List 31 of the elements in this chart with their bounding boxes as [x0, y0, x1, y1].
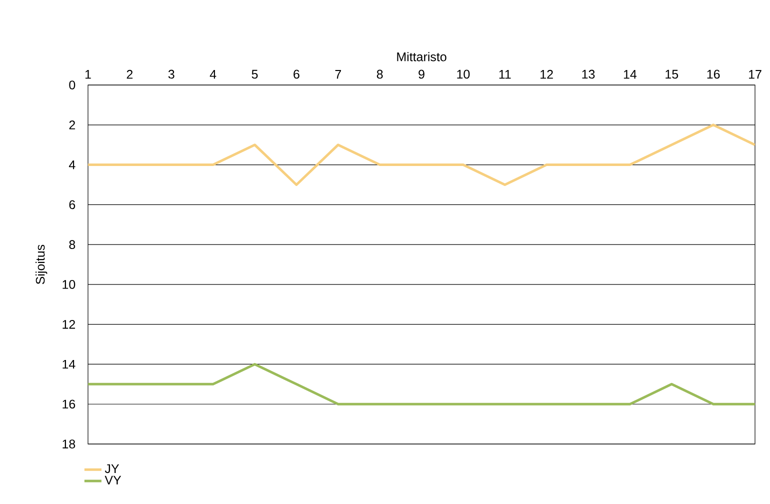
- x-tick-label: 6: [294, 70, 300, 79]
- y-tick-label: 2: [69, 120, 76, 130]
- x-axis-title: Mittaristo: [397, 52, 446, 62]
- y-tick-label: 12: [62, 320, 76, 329]
- y-tick-label: 10: [62, 280, 76, 289]
- x-tick-label: 15: [666, 70, 678, 79]
- x-tick-label: 4: [210, 70, 216, 79]
- x-tick-label: 7: [335, 70, 341, 79]
- x-tick-label: 11: [499, 70, 511, 79]
- y-tick-label: 0: [69, 80, 76, 90]
- y-tick-label: 4: [68, 160, 76, 170]
- x-tick-label: 10: [457, 70, 470, 79]
- x-tick-label: 3: [168, 70, 174, 79]
- x-tick-label: 5: [252, 70, 258, 79]
- legend-label: VY: [104, 476, 122, 484]
- x-tick-label: 8: [376, 70, 383, 79]
- x-tick-label: 14: [624, 70, 637, 79]
- y-tick-label: 6: [69, 200, 76, 210]
- x-tick-label: 13: [582, 70, 595, 79]
- x-tick-label: 9: [418, 70, 424, 79]
- y-tick-label: 8: [69, 240, 76, 249]
- y-tick-label: 16: [62, 400, 76, 409]
- x-tick-label: 12: [540, 70, 553, 79]
- y-tick-label: 14: [62, 360, 76, 369]
- x-tick-label: 1: [85, 70, 91, 79]
- x-tick-label: 2: [126, 70, 133, 79]
- x-tick-label: 17: [749, 70, 762, 79]
- y-tick-label: 18: [62, 440, 76, 448]
- x-tick-label: 16: [707, 70, 720, 79]
- y-axis-title: Sijoitus: [36, 244, 48, 284]
- legend-label: JY: [104, 464, 120, 474]
